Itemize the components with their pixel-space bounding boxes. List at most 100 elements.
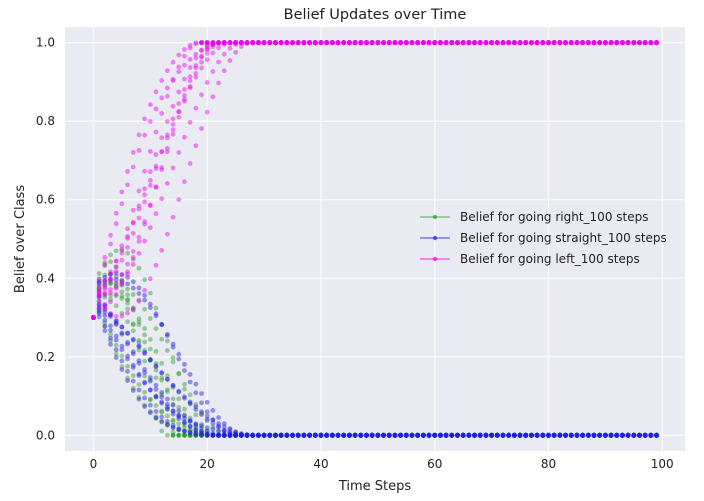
data-point (546, 40, 551, 46)
data-point (204, 431, 210, 437)
data-point (170, 411, 176, 417)
data-point (91, 315, 96, 320)
data-point (147, 357, 153, 363)
data-point (130, 220, 136, 225)
data-point (96, 307, 102, 313)
y-tick-label: 0.2 (36, 350, 55, 364)
data-point (136, 291, 142, 296)
data-point (96, 281, 102, 286)
data-point (386, 40, 392, 46)
data-point (210, 424, 216, 430)
data-point (199, 391, 204, 396)
data-point (500, 40, 506, 46)
data-point (193, 74, 199, 80)
data-point (164, 331, 170, 337)
data-point (136, 347, 142, 353)
data-point (199, 59, 204, 65)
data-point (210, 41, 216, 47)
data-point (130, 351, 136, 357)
data-point (608, 40, 614, 46)
data-point (164, 119, 170, 124)
data-point (182, 406, 187, 412)
data-point (199, 432, 204, 438)
data-point (204, 44, 210, 50)
data-point (130, 349, 136, 355)
data-point (108, 287, 113, 292)
data-point (130, 337, 136, 343)
data-point (295, 432, 301, 438)
data-point (170, 429, 176, 435)
data-point (142, 347, 148, 353)
data-point (113, 303, 119, 309)
data-point (193, 40, 199, 46)
data-point (125, 235, 130, 241)
data-point (403, 432, 409, 438)
data-point (108, 331, 113, 337)
data-point (164, 85, 170, 91)
data-point (102, 263, 108, 269)
data-point (119, 201, 125, 207)
data-point (130, 230, 136, 236)
data-point (96, 289, 102, 295)
data-point (210, 432, 216, 438)
data-point (273, 40, 278, 46)
data-point (130, 164, 136, 170)
data-point (159, 321, 165, 327)
data-point (136, 319, 142, 325)
data-point (91, 315, 96, 320)
data-point (119, 250, 125, 256)
y-tick-label: 1.0 (36, 36, 55, 50)
data-point (153, 363, 159, 369)
data-point (136, 322, 142, 327)
x-tick-label: 100 (651, 457, 674, 471)
data-point (216, 40, 221, 46)
data-point (585, 40, 591, 46)
data-point (102, 292, 108, 298)
data-point (216, 432, 221, 438)
data-point (284, 40, 290, 46)
data-point (153, 152, 159, 157)
data-point (472, 432, 477, 438)
data-point (113, 333, 119, 339)
data-point (170, 214, 176, 220)
data-point (563, 40, 568, 46)
data-point (108, 279, 113, 285)
data-point (142, 380, 148, 386)
data-point (233, 40, 239, 46)
data-point (164, 93, 170, 99)
data-point (386, 432, 392, 438)
data-point (119, 243, 125, 249)
data-point (91, 315, 96, 320)
data-point (159, 400, 165, 406)
data-point (96, 282, 102, 288)
data-point (153, 326, 159, 331)
data-point (159, 167, 165, 173)
data-point (108, 292, 113, 298)
data-point (136, 344, 142, 350)
data-point (523, 432, 529, 438)
data-point (96, 303, 102, 309)
data-point (102, 282, 108, 288)
data-point (182, 98, 187, 104)
data-point (204, 399, 210, 405)
data-point (159, 408, 165, 414)
data-point (227, 45, 233, 51)
data-point (142, 389, 148, 395)
data-point (233, 429, 239, 435)
data-point (199, 48, 204, 53)
data-point (96, 294, 102, 300)
data-point (91, 315, 96, 320)
data-point (136, 340, 142, 345)
data-point (540, 432, 546, 438)
data-point (170, 408, 176, 414)
data-point (164, 396, 170, 402)
data-point (147, 387, 153, 393)
data-point (91, 315, 96, 320)
data-point (130, 292, 136, 297)
data-point (119, 343, 125, 349)
data-point (125, 340, 130, 345)
data-point (96, 278, 102, 284)
data-point (108, 299, 113, 305)
data-point (119, 272, 125, 278)
data-point (164, 333, 170, 338)
